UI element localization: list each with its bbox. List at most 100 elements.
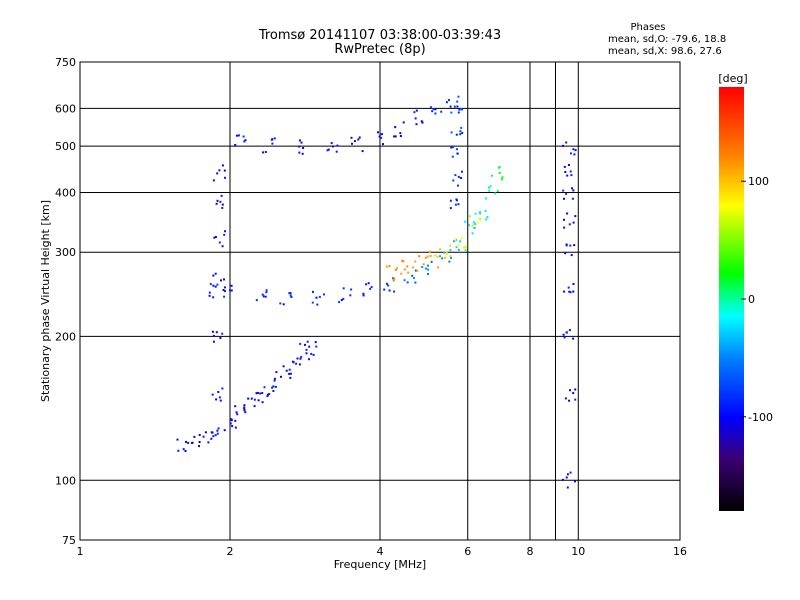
scatter-point — [403, 279, 406, 282]
scatter-point — [243, 140, 246, 143]
scatter-point — [565, 192, 568, 195]
scatter-point — [289, 376, 292, 379]
scatter-point — [274, 377, 276, 380]
scatter-point — [280, 375, 282, 378]
scatter-point — [211, 431, 214, 434]
scatter-point — [441, 257, 444, 260]
scatter-point — [184, 450, 187, 452]
scatter-point — [212, 179, 215, 182]
scatter-point — [566, 174, 569, 177]
scatter-point — [448, 99, 450, 102]
scatter-point — [288, 368, 291, 371]
scatter-point — [221, 207, 224, 209]
scatter-point — [429, 106, 432, 109]
plot-grid — [80, 62, 680, 540]
scatter-point — [406, 281, 409, 284]
scatter-point — [326, 149, 329, 152]
chart-title: Tromsø 20141107 03:38:00-03:39:43 — [258, 28, 501, 43]
scatter-point — [450, 257, 452, 259]
scatter-point — [572, 283, 575, 285]
scatter-point — [562, 144, 564, 147]
scatter-point — [434, 112, 437, 115]
scatter-point — [198, 441, 201, 443]
scatter-point — [231, 425, 234, 428]
scatter-point — [353, 140, 356, 143]
scatter-point — [235, 134, 238, 137]
scatter-point — [253, 405, 256, 408]
scatter-point — [569, 244, 572, 247]
stats-line-x: mean, sd,X: 98.6, 27.6 — [608, 46, 722, 57]
scatter-point — [265, 291, 268, 294]
scatter-point — [572, 221, 575, 224]
scatter-point — [562, 189, 565, 192]
scatter-point — [377, 131, 379, 134]
scatter-point — [459, 177, 462, 179]
scatter-point — [388, 289, 391, 292]
scatter-point — [193, 435, 196, 438]
scatter-point — [420, 120, 423, 123]
scatter-point — [428, 250, 431, 253]
scatter-point — [223, 169, 226, 172]
scatter-point — [215, 398, 218, 401]
scatter-point — [401, 259, 404, 262]
scatter-point — [450, 131, 453, 134]
scatter-point — [265, 289, 268, 292]
scatter-point — [462, 246, 465, 249]
scatter-point — [273, 137, 276, 140]
scatter-point — [208, 291, 211, 294]
scatter-point — [460, 126, 463, 129]
scatter-point — [571, 197, 574, 200]
scatter-point — [285, 369, 288, 372]
scatter-point — [282, 365, 285, 368]
scatter-point — [204, 431, 207, 434]
scatter-point — [424, 267, 427, 270]
scatter-point — [230, 289, 233, 292]
scatter-point — [457, 249, 460, 251]
scatter-point — [489, 185, 492, 188]
scatter-point — [406, 265, 409, 268]
scatter-point — [387, 284, 390, 287]
chart-subtitle: RwPretec (8p) — [334, 42, 425, 57]
scatter-point — [262, 295, 265, 298]
scatter-point — [572, 337, 575, 340]
scatter-point — [471, 224, 474, 227]
scatter-point — [215, 202, 218, 205]
scatter-point — [563, 226, 566, 229]
scatter-point — [445, 253, 448, 255]
colorbar-ticks: 100 0 -100 — [741, 175, 773, 424]
scatter-point — [569, 152, 572, 155]
scatter-point — [459, 130, 462, 133]
scatter-point — [289, 372, 292, 375]
scatter-point — [572, 392, 575, 395]
scatter-point — [229, 422, 232, 425]
scatter-point — [455, 148, 458, 151]
scatter-point — [300, 141, 303, 144]
x-tick-label: 8 — [527, 545, 534, 558]
scatter-point — [490, 174, 493, 177]
scatter-point — [209, 283, 212, 286]
scatter-point — [224, 230, 226, 233]
y-tick-label: 300 — [55, 246, 76, 259]
scatter-point — [569, 291, 572, 294]
scatter-point — [568, 329, 571, 332]
scatter-point — [219, 200, 222, 203]
scatter-point — [212, 274, 215, 277]
scatter-point — [450, 146, 453, 149]
scatter-point — [327, 148, 330, 151]
scatter-point — [416, 269, 419, 272]
scatter-point — [414, 117, 417, 120]
scatter-point — [224, 176, 226, 179]
scatter-point — [393, 290, 396, 293]
scatter-point — [455, 246, 458, 249]
scatter-point — [305, 352, 308, 355]
scatter-point — [463, 245, 466, 248]
scatter-point — [198, 434, 201, 436]
scatter-point — [457, 203, 460, 206]
scatter-point — [412, 277, 415, 280]
scatter-point — [434, 108, 437, 111]
scatter-point — [222, 289, 225, 291]
scatter-point — [271, 386, 274, 389]
scatter-point — [563, 165, 566, 168]
scatter-point — [236, 413, 239, 416]
scatter-point — [257, 399, 260, 402]
